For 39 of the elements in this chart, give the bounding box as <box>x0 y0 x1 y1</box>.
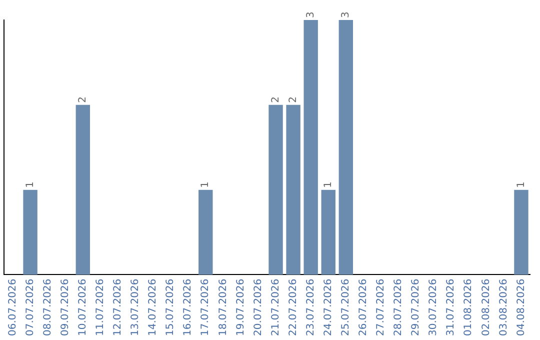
x-tick-label: 07.07.2026 <box>24 278 36 336</box>
data-label: 3 <box>340 12 352 18</box>
x-tick-label: 26.07.2026 <box>358 278 370 336</box>
x-tick-label: 01.08.2026 <box>463 278 474 336</box>
x-tick-label: 19.07.2026 <box>235 278 246 336</box>
data-label: 2 <box>288 96 299 103</box>
x-tick-label: 25.07.2026 <box>340 278 352 336</box>
data-label: 3 <box>305 12 316 18</box>
data-label: 2 <box>77 96 88 103</box>
x-tick-label: 18.07.2026 <box>218 278 229 336</box>
x-tick-label: 16.07.2026 <box>182 278 194 336</box>
x-tick-label: 30.07.2026 <box>428 278 440 336</box>
x-tick-label: 29.07.2026 <box>410 278 422 336</box>
x-tick-label: 17.07.2026 <box>200 278 212 336</box>
x-tick-label: 12.07.2026 <box>112 278 124 336</box>
x-tick-label: 24.07.2026 <box>322 278 334 336</box>
x-tick-label: 27.07.2026 <box>376 278 387 336</box>
x-tick-label: 06.07.2026 <box>7 278 18 336</box>
x-tick-label: 02.08.2026 <box>480 278 492 336</box>
data-label: 1 <box>516 181 527 188</box>
x-tick-label: 11.07.2026 <box>95 278 106 336</box>
x-tick-label: 15.07.2026 <box>165 278 176 336</box>
x-tick-label: 09.07.2026 <box>60 278 71 336</box>
x-tick-label: 14.07.2026 <box>148 278 159 336</box>
x-tick-label: 10.07.2026 <box>77 278 88 336</box>
x-tick-label: 23.07.2026 <box>305 278 316 336</box>
x-tick-label: 22.07.2026 <box>288 278 299 336</box>
x-tick-label: 03.08.2026 <box>498 278 510 336</box>
x-tick-label: 21.07.2026 <box>270 278 282 336</box>
x-tick-label: 28.07.2026 <box>393 278 404 336</box>
data-label: 1 <box>322 181 334 188</box>
data-label: 2 <box>270 96 282 103</box>
data-label: 1 <box>200 181 212 188</box>
x-tick-label: 20.07.2026 <box>252 278 264 336</box>
x-tick-label: 08.07.2026 <box>42 278 54 336</box>
data-label: 1 <box>24 181 36 188</box>
x-tick-label: 13.07.2026 <box>130 278 142 336</box>
x-tick-label: 04.08.2026 <box>516 278 527 336</box>
x-tick-label: 31.07.2026 <box>446 278 457 336</box>
